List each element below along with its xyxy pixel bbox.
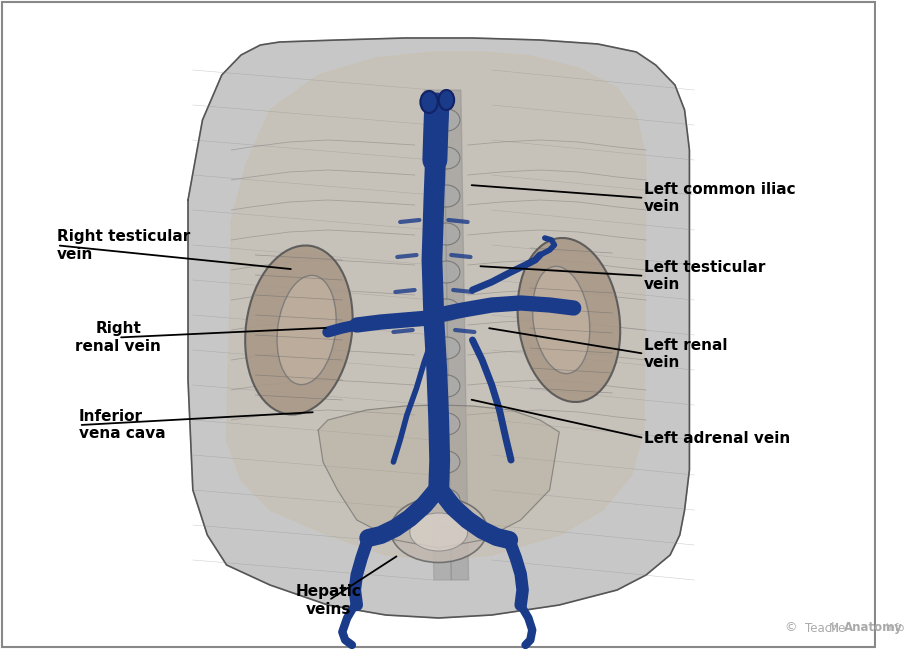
Text: Left common iliac
vein: Left common iliac vein	[644, 182, 796, 214]
Ellipse shape	[433, 147, 460, 169]
Polygon shape	[318, 405, 559, 548]
Polygon shape	[425, 90, 451, 580]
Ellipse shape	[433, 337, 460, 359]
Ellipse shape	[517, 238, 620, 402]
Text: Me: Me	[829, 622, 846, 635]
Ellipse shape	[277, 275, 336, 385]
Ellipse shape	[433, 185, 460, 207]
Ellipse shape	[433, 451, 460, 473]
Ellipse shape	[533, 266, 590, 374]
Ellipse shape	[433, 527, 460, 549]
Text: Right
renal vein: Right renal vein	[75, 321, 161, 354]
Polygon shape	[444, 90, 469, 580]
Ellipse shape	[433, 375, 460, 397]
Text: Right testicular
vein: Right testicular vein	[57, 229, 190, 262]
Text: Left testicular
vein: Left testicular vein	[644, 260, 765, 292]
Text: Inferior
vena cava: Inferior vena cava	[79, 409, 165, 441]
Text: Left adrenal vein: Left adrenal vein	[644, 430, 791, 446]
Ellipse shape	[433, 223, 460, 245]
Polygon shape	[188, 38, 689, 618]
Ellipse shape	[433, 261, 460, 283]
Text: Teach: Teach	[805, 622, 839, 635]
Text: Anatomy: Anatomy	[844, 622, 903, 635]
Ellipse shape	[433, 413, 460, 435]
Ellipse shape	[433, 489, 460, 511]
Polygon shape	[226, 52, 646, 560]
Ellipse shape	[391, 498, 487, 563]
Text: Hepatic
veins: Hepatic veins	[295, 584, 362, 617]
Ellipse shape	[439, 90, 454, 110]
Text: ©: ©	[784, 622, 797, 635]
Ellipse shape	[420, 91, 438, 113]
Ellipse shape	[410, 513, 467, 551]
Ellipse shape	[245, 245, 353, 415]
Ellipse shape	[433, 299, 460, 321]
Text: .info: .info	[884, 623, 904, 633]
Ellipse shape	[433, 109, 460, 131]
Text: Left renal
vein: Left renal vein	[644, 337, 728, 370]
